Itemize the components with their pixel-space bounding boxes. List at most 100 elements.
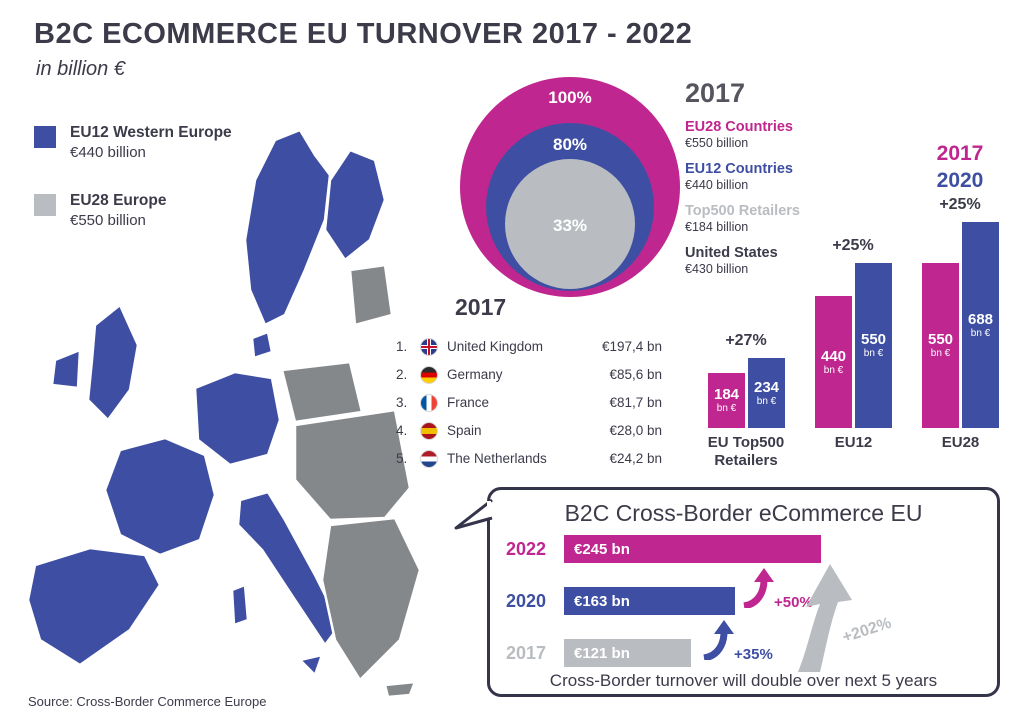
- stat-value: €440 billion: [685, 178, 749, 192]
- country-name: Germany: [447, 367, 503, 382]
- france-flag-icon: [420, 393, 438, 412]
- map-region-denmark: [250, 330, 274, 360]
- map-region-finland: [323, 148, 387, 262]
- bar-2022: €245 bn: [564, 535, 821, 563]
- ranking-row: 1. United Kingdom €197,4 bn: [396, 336, 662, 357]
- bar-value: 234: [753, 378, 780, 396]
- growth-label-eu12: +25%: [832, 237, 874, 254]
- country-name: United Kingdom: [447, 339, 544, 354]
- stat-value: €184 billion: [685, 220, 749, 234]
- bar-group-label-eu28: EU28: [941, 434, 980, 451]
- map-region-sicily: [298, 653, 324, 677]
- country-value: €197,4 bn: [601, 339, 662, 354]
- bar-2020: €163 bn: [564, 587, 735, 615]
- map-region-poland: [280, 360, 364, 424]
- rank-number: 1.: [396, 339, 408, 354]
- bar-group-label-eu12: EU12: [834, 434, 873, 451]
- bar-eu28-2020: 688 bn €: [962, 222, 999, 428]
- bar-unit: bn €: [716, 403, 737, 415]
- map-region-italy: [236, 490, 342, 647]
- ranking-heading: 2017: [455, 294, 507, 320]
- country-name: The Netherlands: [447, 451, 547, 466]
- map-region-baltics: [348, 263, 394, 327]
- bar-value: 688: [967, 310, 994, 328]
- cross-border-callout: B2C Cross-Border eCommerce EU 2022 €245 …: [454, 487, 1000, 697]
- stat-item: EU12 Countries €440 billion: [685, 161, 835, 192]
- map-region-uk: [86, 303, 140, 422]
- rank-number: 3.: [396, 395, 408, 410]
- rank-number: 2.: [396, 367, 408, 382]
- rank-number: 5.: [396, 451, 408, 466]
- map-region-sardinia: [230, 583, 250, 627]
- callout-tail-cover: [487, 501, 491, 517]
- barchart-legend: 2017 2020: [920, 140, 1000, 194]
- country-ranking: 1. United Kingdom €197,4 bn 2. Germany €…: [396, 336, 662, 476]
- country-value: €81,7 bn: [609, 395, 662, 410]
- country-value: €85,6 bn: [609, 367, 662, 382]
- bar-2017: €121 bn: [564, 639, 691, 667]
- map-legend: EU12 Western Europe €440 billion EU28 Eu…: [34, 124, 232, 260]
- country-name: France: [447, 395, 490, 410]
- map-region-central-east: [293, 408, 412, 522]
- stat-item: United States €430 billion: [685, 245, 835, 276]
- stat-item: EU28 Countries €550 billion: [685, 119, 835, 150]
- bar-value: 550: [860, 331, 887, 349]
- stats-2017: 2017 EU28 Countries €550 billion EU12 Co…: [685, 78, 835, 287]
- germany-flag-icon: [420, 365, 438, 384]
- ranking-row: 5. The Netherlands €24,2 bn: [396, 448, 662, 469]
- turnover-bar-chart: +27% +25% +25% 184 bn € 234 bn € 440 bn € 5…: [690, 190, 1010, 428]
- legend-value: €440 billion: [70, 144, 146, 161]
- rank-number: 4.: [396, 423, 408, 438]
- eu28-swatch-icon: [34, 194, 56, 216]
- country-value: €24,2 bn: [609, 451, 662, 466]
- bar-unit: bn €: [970, 327, 991, 339]
- page-subtitle: in billion €: [36, 58, 125, 80]
- map-region-germany-benelux: [193, 370, 282, 467]
- bar-eu12-2020: 550 bn €: [855, 263, 892, 428]
- bar-value: 550: [927, 331, 954, 349]
- source-credit: Source: Cross-Border Commerce Europe: [28, 694, 267, 709]
- bar-value-2017: €121 bn: [574, 644, 630, 662]
- growth-arrow-35-icon: [703, 620, 734, 660]
- circle-label-100: 100%: [548, 88, 592, 107]
- map-region-ireland: [50, 348, 82, 390]
- country-value: €28,0 bn: [609, 423, 662, 438]
- bar-eu12-2017: 440 bn €: [815, 296, 852, 428]
- circle-33: [505, 159, 635, 289]
- uk-flag-icon: [420, 337, 438, 356]
- stat-item: Top500 Retailers €184 billion: [685, 203, 835, 234]
- map-region-norway-sweden: [243, 128, 332, 327]
- ranking-row: 3. France €81,7 bn: [396, 392, 662, 413]
- stat-label: United States: [685, 245, 778, 261]
- stat-label: EU28 Countries: [685, 119, 793, 135]
- europe-map: [26, 128, 422, 699]
- bar-value-2020: €163 bn: [574, 592, 630, 610]
- callout-title: B2C Cross-Border eCommerce EU: [564, 500, 923, 526]
- growth-label-top500: +27%: [725, 332, 767, 349]
- stat-label: Top500 Retailers: [685, 203, 800, 219]
- map-region-crete: [383, 680, 417, 699]
- page-title: B2C ECOMMERCE EU TURNOVER 2017 - 2022: [34, 18, 693, 50]
- legend-item-eu28: EU28 Europe €550 billion: [34, 192, 232, 232]
- growth-label-eu28: +25%: [939, 196, 981, 213]
- stats-heading: 2017: [685, 78, 746, 108]
- stat-label: EU12 Countries: [685, 161, 793, 177]
- year-label-2022: 2022: [506, 539, 547, 559]
- bar-unit: bn €: [930, 348, 951, 360]
- callout-tail-icon: [454, 498, 493, 530]
- bar-group-label-top500: EU Top500 Retailers: [707, 434, 785, 469]
- bar-value: 440: [820, 347, 847, 365]
- bar-top500-2017: 184 bn €: [708, 373, 745, 428]
- bar-eu28-2017: 550 bn €: [922, 263, 959, 428]
- legend-label: EU28 Europe: [70, 192, 167, 209]
- bar-value-2022: €245 bn: [574, 540, 630, 558]
- circle-label-80: 80%: [552, 135, 588, 154]
- year-label-2020: 2020: [506, 591, 547, 611]
- ranking-row: 2. Germany €85,6 bn: [396, 364, 662, 385]
- share-circles-chart: 100% 80% 33%: [458, 75, 682, 305]
- legend-value: €550 billion: [70, 212, 146, 229]
- country-name: Spain: [447, 423, 482, 438]
- map-region-france: [103, 436, 217, 557]
- bar-unit: bn €: [823, 364, 844, 376]
